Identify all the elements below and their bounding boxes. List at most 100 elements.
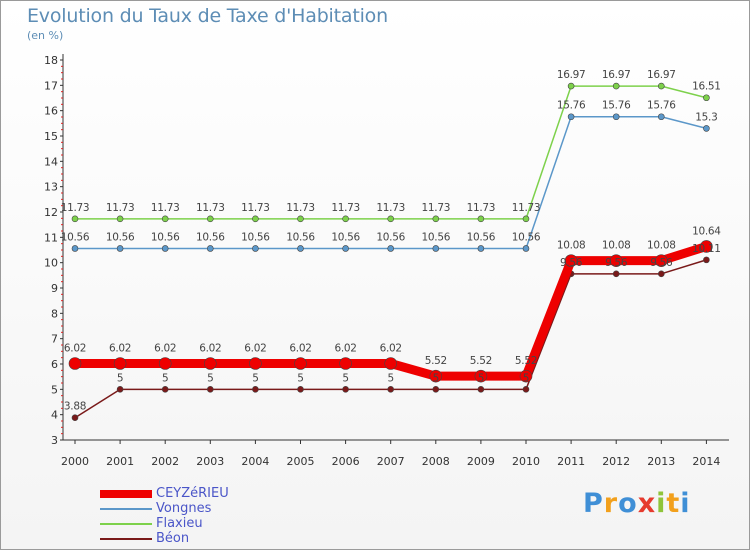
data-label: 10.64	[692, 225, 721, 237]
x-tick-label: 2002	[151, 455, 179, 468]
data-label: 6.02	[380, 342, 402, 354]
chart-title: Evolution du Taux de Taxe d'Habitation	[27, 5, 388, 27]
legend-item: Béon	[100, 531, 229, 546]
data-label: 10.56	[331, 231, 360, 243]
series-line	[74, 115, 708, 250]
data-point	[657, 270, 665, 278]
data-label: 5	[117, 372, 123, 384]
x-tick-label: 2001	[106, 455, 134, 468]
legend-swatch	[100, 489, 152, 498]
data-label: 5	[342, 372, 348, 384]
data-point	[564, 254, 578, 267]
data-point	[252, 386, 259, 393]
data-label: 11.73	[151, 202, 180, 214]
data-label: 15.3	[695, 111, 717, 123]
data-label: 5.52	[515, 355, 537, 367]
data-label: 10.56	[196, 231, 225, 243]
data-point	[432, 215, 440, 223]
data-point	[207, 386, 214, 393]
data-label: 3.88	[64, 401, 86, 413]
data-point	[477, 215, 485, 223]
x-tick-label: 2009	[467, 455, 495, 468]
data-point	[703, 256, 710, 264]
data-label: 11.73	[467, 202, 496, 214]
data-label: 15.76	[557, 100, 586, 112]
data-point	[700, 240, 713, 253]
data-point	[567, 113, 575, 121]
data-point	[474, 369, 488, 383]
y-tick-label: 18	[44, 54, 58, 67]
data-label: 6.02	[64, 342, 86, 354]
data-point	[519, 369, 533, 383]
data-point	[204, 357, 217, 370]
data-point	[657, 82, 665, 90]
data-label: 9.56	[650, 257, 673, 269]
data-point	[522, 386, 530, 393]
x-tick-label: 2008	[422, 455, 450, 468]
data-label: 9.56	[605, 257, 628, 269]
data-point	[294, 357, 307, 370]
y-tick-label: 9	[51, 282, 58, 295]
legend-item: CEYZéRIEU	[100, 486, 229, 501]
data-point	[116, 245, 124, 252]
data-label: 5	[162, 372, 168, 384]
logo-letter: P	[583, 488, 604, 519]
data-label: 16.97	[647, 69, 676, 81]
data-label: 11.73	[422, 202, 451, 214]
data-label: 11.73	[196, 202, 225, 214]
data-point	[116, 215, 124, 223]
data-point	[654, 254, 668, 267]
logo-letter: o	[618, 488, 638, 519]
data-label: 11.73	[331, 202, 360, 214]
data-point	[207, 245, 214, 252]
data-label: 5	[297, 372, 303, 384]
data-point	[297, 245, 304, 252]
data-label: 5	[252, 372, 258, 384]
y-tick-label: 6	[51, 358, 58, 371]
x-tick-label: 2013	[647, 455, 675, 468]
data-point	[384, 357, 398, 370]
y-tick-label: 17	[44, 79, 58, 92]
data-point	[252, 215, 259, 223]
legend-label: Flaxieu	[156, 516, 203, 531]
data-point	[207, 215, 214, 223]
data-label: 5	[433, 372, 439, 384]
data-point	[477, 386, 485, 393]
data-label: 10.56	[376, 231, 405, 243]
data-label: 11.73	[286, 202, 315, 214]
data-label: 11.73	[61, 202, 90, 214]
legend-swatch	[100, 537, 152, 540]
y-tick-label: 14	[44, 155, 58, 168]
data-label: 11.73	[376, 202, 405, 214]
data-label: 10.11	[692, 243, 721, 255]
data-point	[522, 245, 530, 252]
data-label: 6.02	[154, 342, 176, 354]
data-point	[567, 82, 575, 90]
legend: CEYZéRIEU Vongnes Flaxieu Béon	[100, 486, 229, 546]
data-point	[703, 125, 710, 132]
data-label: 6.02	[244, 342, 266, 354]
x-tick-label: 2000	[61, 455, 89, 468]
logo-letter: i	[656, 488, 667, 519]
legend-swatch	[100, 507, 152, 510]
data-label: 5.52	[470, 355, 492, 367]
data-point	[342, 215, 349, 223]
data-label: 6.02	[335, 342, 357, 354]
data-label: 6.02	[199, 342, 221, 354]
data-label: 5	[478, 372, 484, 384]
x-tick-label: 2012	[602, 455, 630, 468]
logo-letter: t	[666, 488, 681, 519]
legend-swatch	[100, 522, 152, 525]
data-label: 10.56	[422, 231, 451, 243]
y-tick-label: 5	[51, 383, 58, 396]
data-label: 16.97	[602, 69, 631, 81]
legend-item: Vongnes	[100, 501, 229, 516]
data-point	[612, 82, 620, 90]
data-label: 6.02	[109, 342, 131, 354]
y-tick-label: 11	[44, 231, 58, 244]
series-line	[74, 259, 708, 419]
data-point	[429, 369, 443, 383]
legend-label: CEYZéRIEU	[156, 486, 229, 501]
logo-letter: x	[637, 488, 657, 519]
